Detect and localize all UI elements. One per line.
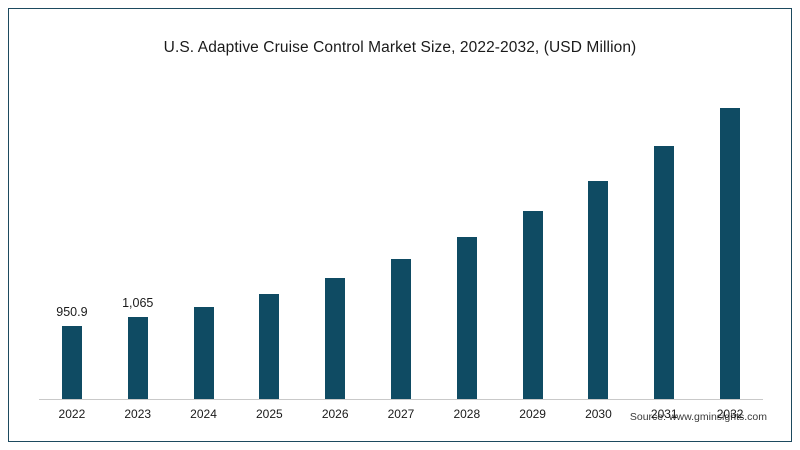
- source-note: Source: www.gminsights.com: [629, 411, 767, 423]
- bar-slot: [171, 81, 237, 399]
- bar-slot: [697, 81, 763, 399]
- bar-value-label: 950.9: [56, 305, 88, 320]
- x-axis-tick-label: 2024: [190, 407, 217, 421]
- plot-area: 950.9 1,065: [39, 81, 763, 399]
- bar[interactable]: [588, 180, 609, 399]
- bar[interactable]: [720, 107, 741, 399]
- x-axis-tick-label: 2027: [387, 407, 415, 421]
- bar[interactable]: [456, 236, 477, 399]
- x-axis-tick-label: 2022: [58, 407, 86, 421]
- bar[interactable]: [259, 294, 280, 399]
- bar[interactable]: [325, 277, 346, 399]
- chart-container: U.S. Adaptive Cruise Control Market Size…: [8, 8, 792, 442]
- bar-slot: [500, 81, 566, 399]
- bar-slot: [368, 81, 434, 399]
- bar-slot: 1,065: [105, 81, 171, 399]
- bar-slot: [566, 81, 632, 399]
- x-axis-tick-label: 2029: [519, 407, 546, 421]
- bar[interactable]: [61, 326, 82, 399]
- bar-slot: [434, 81, 500, 399]
- chart-title: U.S. Adaptive Cruise Control Market Size…: [163, 39, 637, 56]
- bar[interactable]: [193, 307, 214, 399]
- x-axis-tick-label: 2031: [650, 407, 678, 421]
- bar-slot: [302, 81, 368, 399]
- x-axis-tick-label: 2025: [256, 407, 283, 421]
- x-axis-tick-label: 2026: [321, 407, 349, 421]
- x-axis-line: [39, 399, 763, 400]
- bar-slot: 950.9: [39, 81, 105, 399]
- bar[interactable]: [654, 146, 675, 399]
- x-axis-tick-label: 2023: [124, 407, 152, 421]
- bar-slot: [236, 81, 302, 399]
- bar[interactable]: [522, 210, 543, 399]
- bar[interactable]: [127, 317, 148, 399]
- x-axis-tick-label: 2028: [453, 407, 481, 421]
- bar[interactable]: [390, 258, 411, 399]
- bar-value-label: 1,065: [122, 296, 154, 311]
- bar-slot: [631, 81, 697, 399]
- x-axis-tick-label: 2032: [716, 407, 744, 421]
- x-axis-tick-label: 2030: [585, 407, 612, 421]
